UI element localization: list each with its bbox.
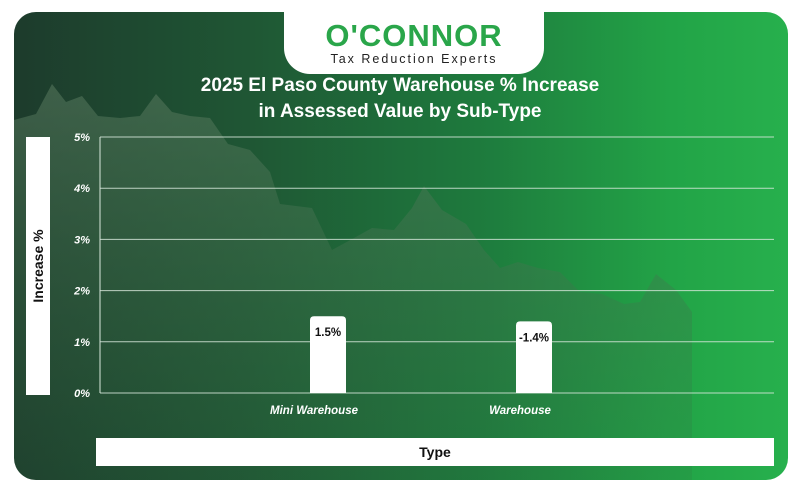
logo: O'CONNOR Tax Reduction Experts xyxy=(284,12,544,74)
x-axis-label: Type xyxy=(419,444,451,460)
x-tick-label: Mini Warehouse xyxy=(270,405,359,417)
y-tick-label: 4% xyxy=(73,183,90,195)
x-axis-label-box xyxy=(96,438,774,466)
bar xyxy=(516,321,552,393)
y-axis-label-box xyxy=(26,137,50,395)
x-tick-label: Warehouse xyxy=(489,405,551,417)
y-tick-label: 1% xyxy=(74,337,90,349)
y-tick-label: 2% xyxy=(73,286,90,298)
chart-title-line-2: in Assessed Value by Sub-Type xyxy=(258,101,542,122)
logo-tagline: Tax Reduction Experts xyxy=(330,52,498,66)
bar-data-label: -1.4% xyxy=(519,332,549,344)
bar xyxy=(310,316,346,393)
chart-title-line-1: 2025 El Paso County Warehouse % Increase xyxy=(200,75,600,96)
logo-wordmark: O'CONNOR xyxy=(325,18,503,53)
y-tick-label: 0% xyxy=(74,388,90,400)
y-tick-label: 5% xyxy=(74,132,90,144)
y-tick-label: 3% xyxy=(74,234,90,246)
bar-data-label: 1.5% xyxy=(315,327,341,339)
